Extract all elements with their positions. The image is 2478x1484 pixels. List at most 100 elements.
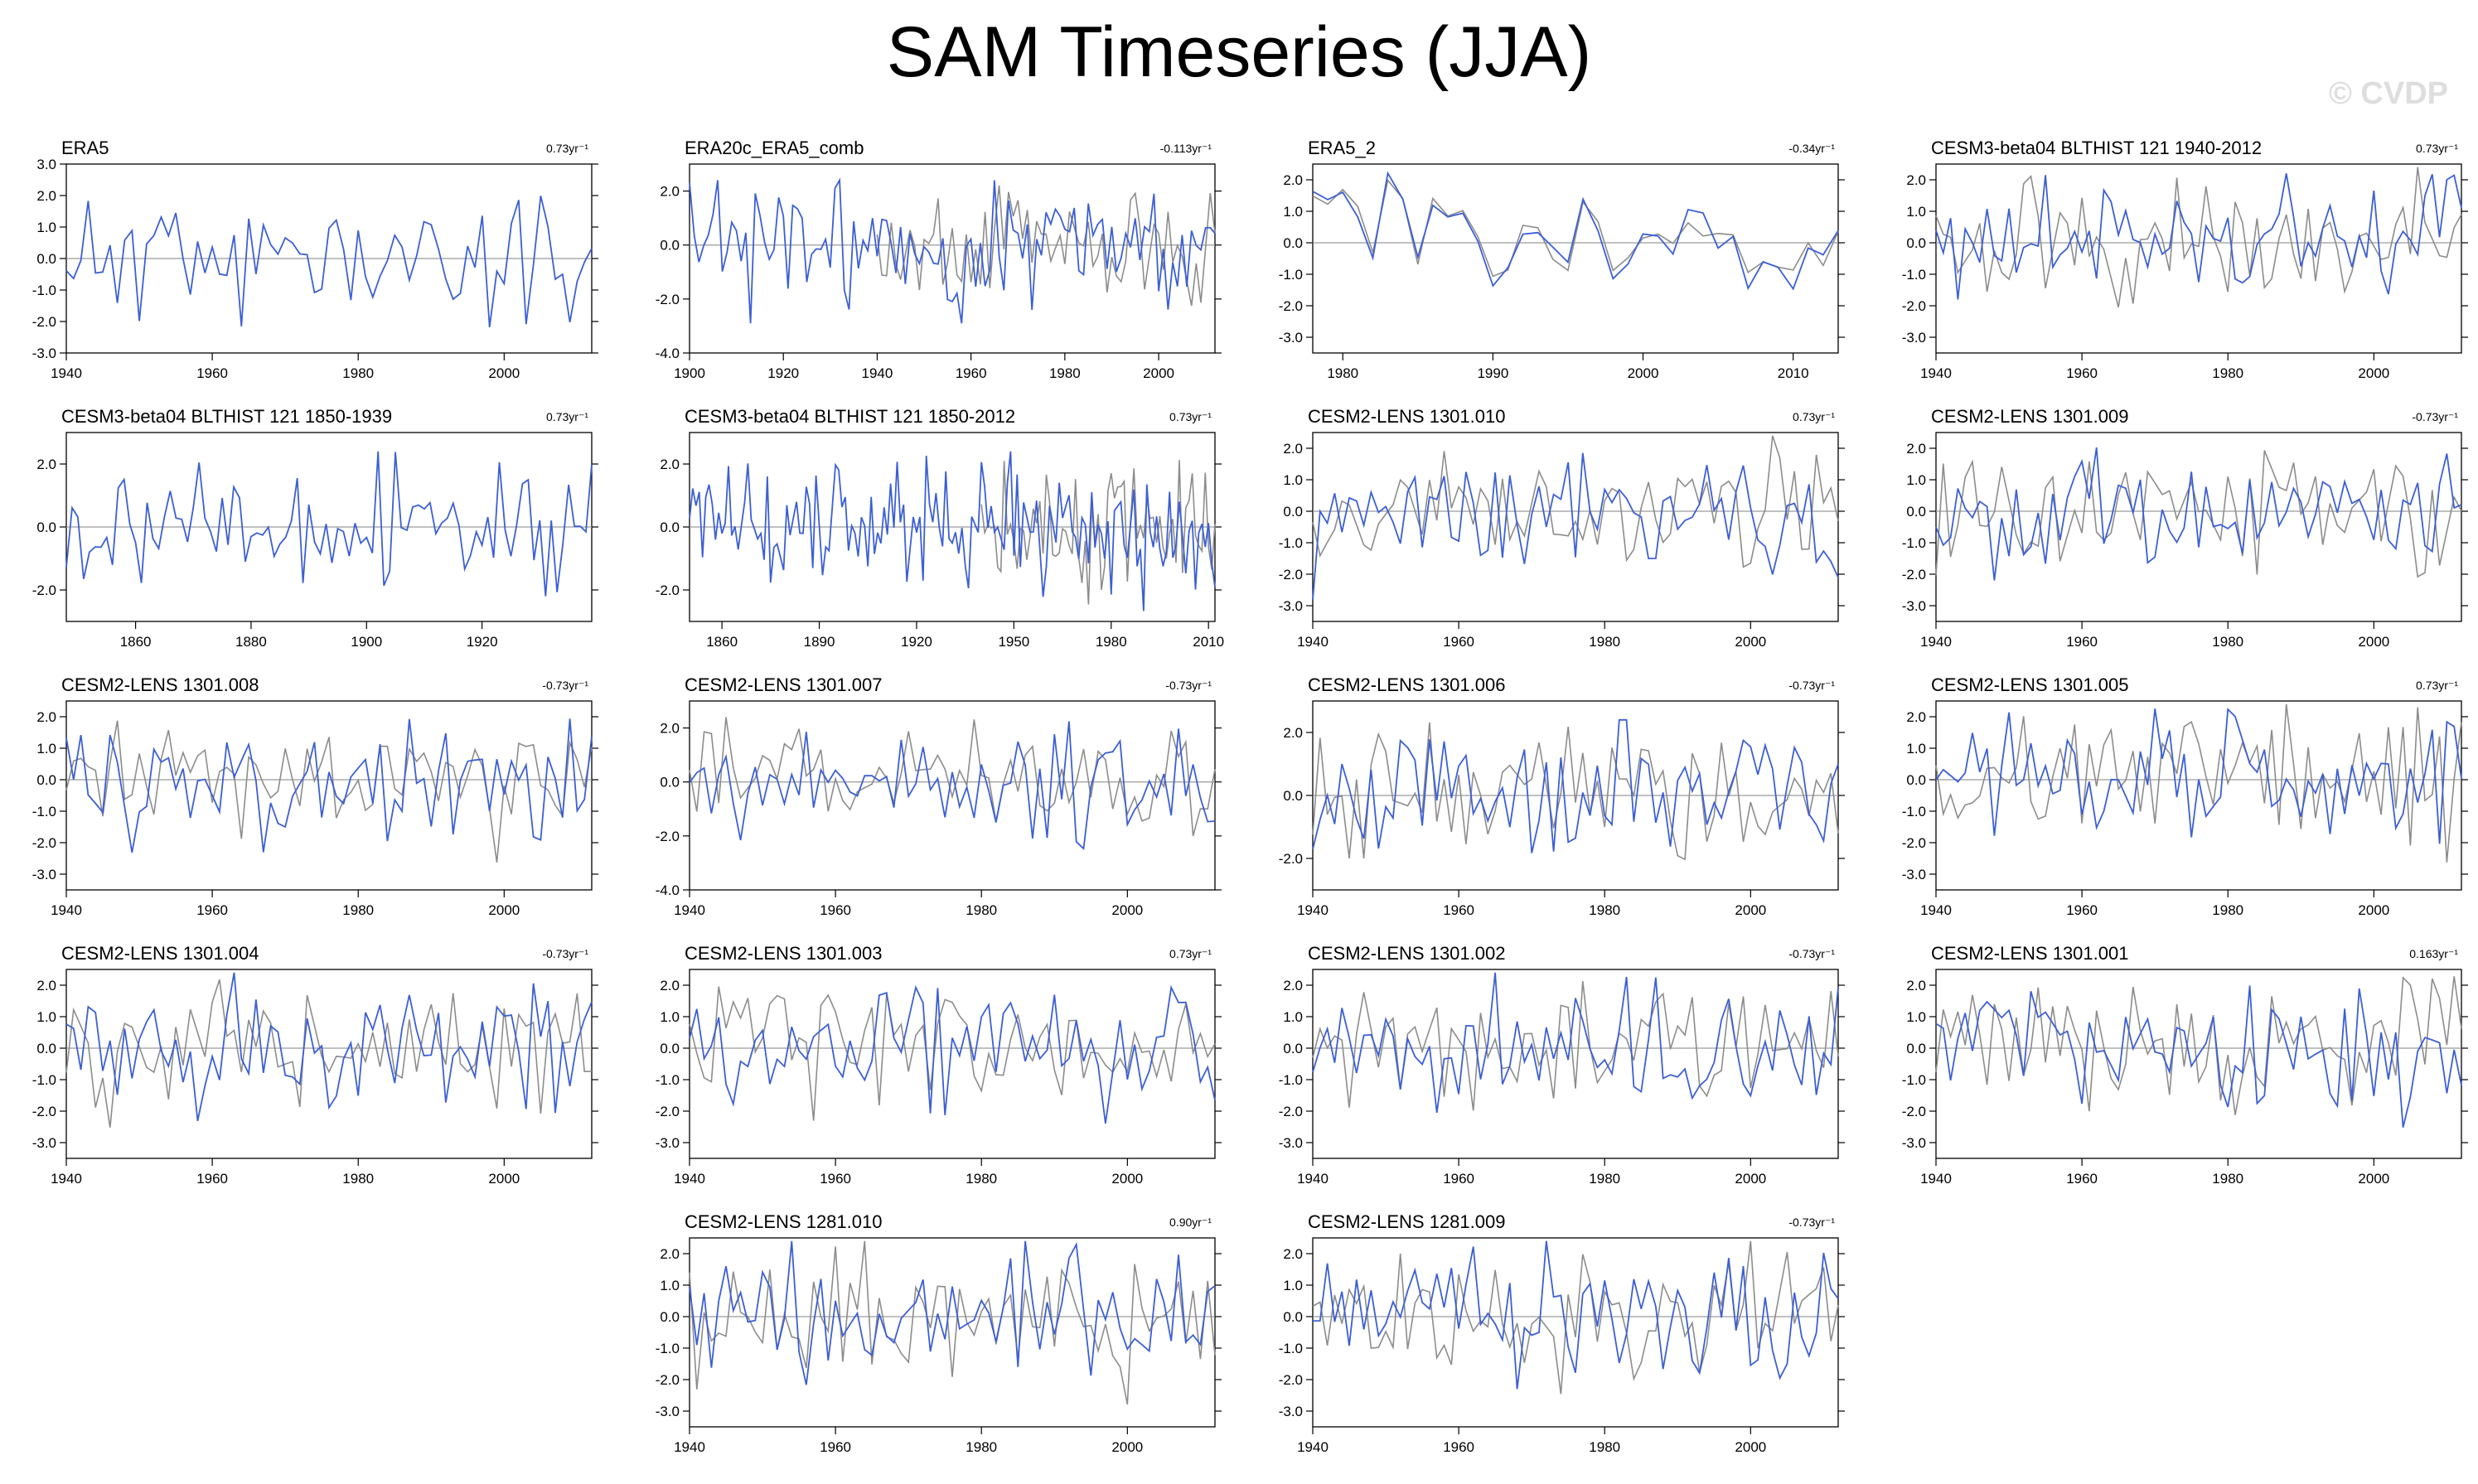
y-tick-label: 1.0 xyxy=(1906,1009,1926,1025)
panel-trend-label: -0.34yr⁻¹ xyxy=(1788,142,1835,155)
panel-trend-label: 0.73yr⁻¹ xyxy=(1169,410,1212,423)
y-tick-label: 2.0 xyxy=(1906,709,1926,725)
y-tick-label: 2.0 xyxy=(36,188,56,204)
panel-trend-label: -0.73yr⁻¹ xyxy=(1165,679,1212,692)
y-tick-label: -4.0 xyxy=(656,882,680,898)
x-tick-label: 1940 xyxy=(1297,902,1329,918)
y-tick-label: 2.0 xyxy=(1283,725,1303,741)
panel-2: ERA20c_ERA5_comb -0.113yr⁻¹ 2.0 0.0 -2.0 -4.0… xyxy=(656,138,1222,381)
y-tick-label: 2.0 xyxy=(36,709,56,725)
y-tick-label: -2.0 xyxy=(1279,1372,1303,1388)
x-tick-label: 1940 xyxy=(1297,634,1329,650)
x-tick-label: 1940 xyxy=(674,902,705,918)
y-tick-label: 0.0 xyxy=(1906,1041,1926,1056)
reference-series-line xyxy=(1935,167,2462,307)
y-tick-label: 0.0 xyxy=(36,520,56,535)
plot-frame xyxy=(65,700,593,891)
y-tick-label: 1.0 xyxy=(1906,472,1926,488)
y-tick-label: 2.0 xyxy=(1283,1246,1303,1262)
x-tick-label: 1960 xyxy=(2066,1171,2098,1187)
y-tick-label: 0.0 xyxy=(660,775,680,790)
plot-frame xyxy=(1312,969,1839,1159)
y-tick-label: -1.0 xyxy=(32,283,56,298)
panel-13: CESM2-LENS 1301.004 -0.73yr⁻¹ 2.0 1.0 0.0 -1.… xyxy=(32,943,598,1187)
model-series-line xyxy=(1312,972,1839,1114)
x-tick-label: 2000 xyxy=(2358,634,2389,650)
panel-14: CESM2-LENS 1301.003 0.73yr⁻¹ 2.0 1.0 0.0 -1.0… xyxy=(656,943,1222,1187)
y-tick-label: -3.0 xyxy=(1902,330,1926,346)
panel-10: CESM2-LENS 1301.007 -0.73yr⁻¹ 2.0 0.0 -2.0 -4… xyxy=(656,674,1222,918)
x-tick-label: 1960 xyxy=(2066,902,2098,918)
model-series-line xyxy=(1312,452,1839,600)
panel-title: CESM3-beta04 BLTHIST 121 1850-1939 xyxy=(61,406,392,427)
panel-title: CESM2-LENS 1301.010 xyxy=(1308,406,1505,427)
y-tick-label: -2.0 xyxy=(1902,835,1926,851)
y-tick-label: -2.0 xyxy=(656,292,680,307)
x-tick-label: 2000 xyxy=(1735,902,1766,918)
y-tick-label: -2.0 xyxy=(656,582,680,598)
x-tick-label: 1960 xyxy=(820,902,851,918)
x-tick-label: 1940 xyxy=(1920,1171,1952,1187)
x-tick-label: 1980 xyxy=(2212,634,2243,650)
x-tick-label: 2000 xyxy=(488,1171,520,1187)
panel-3: ERA5_2 -0.34yr⁻¹ 2.0 1.0 0.0 -1.0 -2.0 -3.0 1980… xyxy=(1279,138,1845,381)
y-tick-label: -3.0 xyxy=(1279,1135,1303,1151)
x-tick-label: 2000 xyxy=(1735,1171,1766,1187)
panel-trend-label: 0.73yr⁻¹ xyxy=(546,410,588,423)
y-tick-label: 0.0 xyxy=(1906,504,1926,520)
plot-frame xyxy=(1935,700,2462,891)
y-tick-label: -3.0 xyxy=(1279,598,1303,614)
panel-title: CESM2-LENS 1301.003 xyxy=(685,943,882,964)
panel-trend-label: -0.73yr⁻¹ xyxy=(542,679,588,692)
x-tick-label: 1940 xyxy=(674,1439,705,1455)
model-series-line xyxy=(689,177,1216,324)
x-tick-label: 1960 xyxy=(820,1171,851,1187)
x-tick-label: 1940 xyxy=(51,365,82,381)
reference-series-line xyxy=(65,720,593,863)
x-tick-label: 1980 xyxy=(2212,1171,2243,1187)
panel-trend-label: -0.73yr⁻¹ xyxy=(2412,410,2458,423)
y-tick-label: 2.0 xyxy=(660,457,680,472)
y-tick-label: -3.0 xyxy=(1902,1135,1926,1151)
y-tick-label: -2.0 xyxy=(656,829,680,844)
y-tick-label: -1.0 xyxy=(1279,267,1303,283)
x-tick-label: 1890 xyxy=(804,634,835,650)
model-series-line xyxy=(689,721,1216,851)
x-tick-label: 1960 xyxy=(820,1439,851,1455)
x-tick-label: 1980 xyxy=(342,902,374,918)
x-tick-label: 1940 xyxy=(51,902,82,918)
model-series-line xyxy=(1935,985,2462,1128)
y-tick-label: -1.0 xyxy=(1902,1072,1926,1088)
x-tick-label: 2000 xyxy=(1143,365,1174,381)
panel-trend-label: 0.73yr⁻¹ xyxy=(2416,679,2458,692)
panel-15: CESM2-LENS 1301.002 -0.73yr⁻¹ 2.0 1.0 0.0 -1.… xyxy=(1279,943,1845,1187)
y-tick-label: -1.0 xyxy=(1279,1072,1303,1088)
y-tick-label: -3.0 xyxy=(1279,330,1303,346)
y-tick-label: 0.0 xyxy=(660,238,680,254)
panel-4: CESM3-beta04 BLTHIST 121 1940-2012 0.73yr… xyxy=(1902,138,2468,381)
reference-series-line xyxy=(65,979,593,1128)
x-tick-label: 1940 xyxy=(1920,365,1952,381)
y-tick-label: -3.0 xyxy=(32,867,56,882)
y-tick-label: -2.0 xyxy=(1902,298,1926,314)
y-tick-label: 2.0 xyxy=(36,978,56,993)
y-tick-label: -3.0 xyxy=(656,1404,680,1419)
x-tick-label: 2000 xyxy=(1111,1439,1143,1455)
y-tick-label: -2.0 xyxy=(32,582,56,598)
y-tick-label: -3.0 xyxy=(32,1135,56,1151)
panel-trend-label: -0.73yr⁻¹ xyxy=(1788,947,1835,960)
page-title: SAM Timeseries (JJA) xyxy=(886,12,1592,92)
y-tick-label: 1.0 xyxy=(36,220,56,235)
panel-trend-label: -0.73yr⁻¹ xyxy=(1788,1216,1835,1229)
y-tick-label: 1.0 xyxy=(660,1009,680,1025)
x-tick-label: 1960 xyxy=(1443,634,1474,650)
y-tick-label: 1.0 xyxy=(36,741,56,757)
x-tick-label: 1980 xyxy=(342,365,374,381)
y-tick-label: 2.0 xyxy=(36,457,56,472)
x-tick-label: 1940 xyxy=(862,365,893,381)
x-tick-label: 1940 xyxy=(1297,1171,1329,1187)
x-tick-label: 2000 xyxy=(1735,1439,1766,1455)
panel-trend-label: 0.90yr⁻¹ xyxy=(1169,1216,1212,1229)
y-tick-label: -1.0 xyxy=(32,804,56,819)
x-tick-label: 1980 xyxy=(1589,1439,1620,1455)
